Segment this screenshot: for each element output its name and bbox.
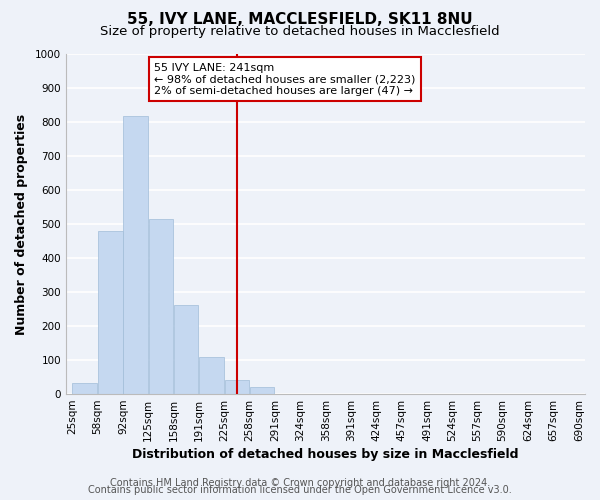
Y-axis label: Number of detached properties: Number of detached properties: [15, 114, 28, 334]
Bar: [199, 356, 224, 394]
Text: 55, IVY LANE, MACCLESFIELD, SK11 8NU: 55, IVY LANE, MACCLESFIELD, SK11 8NU: [127, 12, 473, 28]
Bar: [225, 380, 249, 394]
Text: Contains HM Land Registry data © Crown copyright and database right 2024.: Contains HM Land Registry data © Crown c…: [110, 478, 490, 488]
X-axis label: Distribution of detached houses by size in Macclesfield: Distribution of detached houses by size …: [132, 448, 519, 461]
Bar: [174, 304, 198, 394]
Bar: [98, 231, 123, 394]
Bar: [124, 116, 148, 394]
Bar: [73, 383, 97, 394]
Bar: [250, 388, 274, 394]
Text: 55 IVY LANE: 241sqm
← 98% of detached houses are smaller (2,223)
2% of semi-deta: 55 IVY LANE: 241sqm ← 98% of detached ho…: [154, 62, 416, 96]
Bar: [149, 218, 173, 394]
Text: Size of property relative to detached houses in Macclesfield: Size of property relative to detached ho…: [100, 25, 500, 38]
Text: Contains public sector information licensed under the Open Government Licence v3: Contains public sector information licen…: [88, 485, 512, 495]
